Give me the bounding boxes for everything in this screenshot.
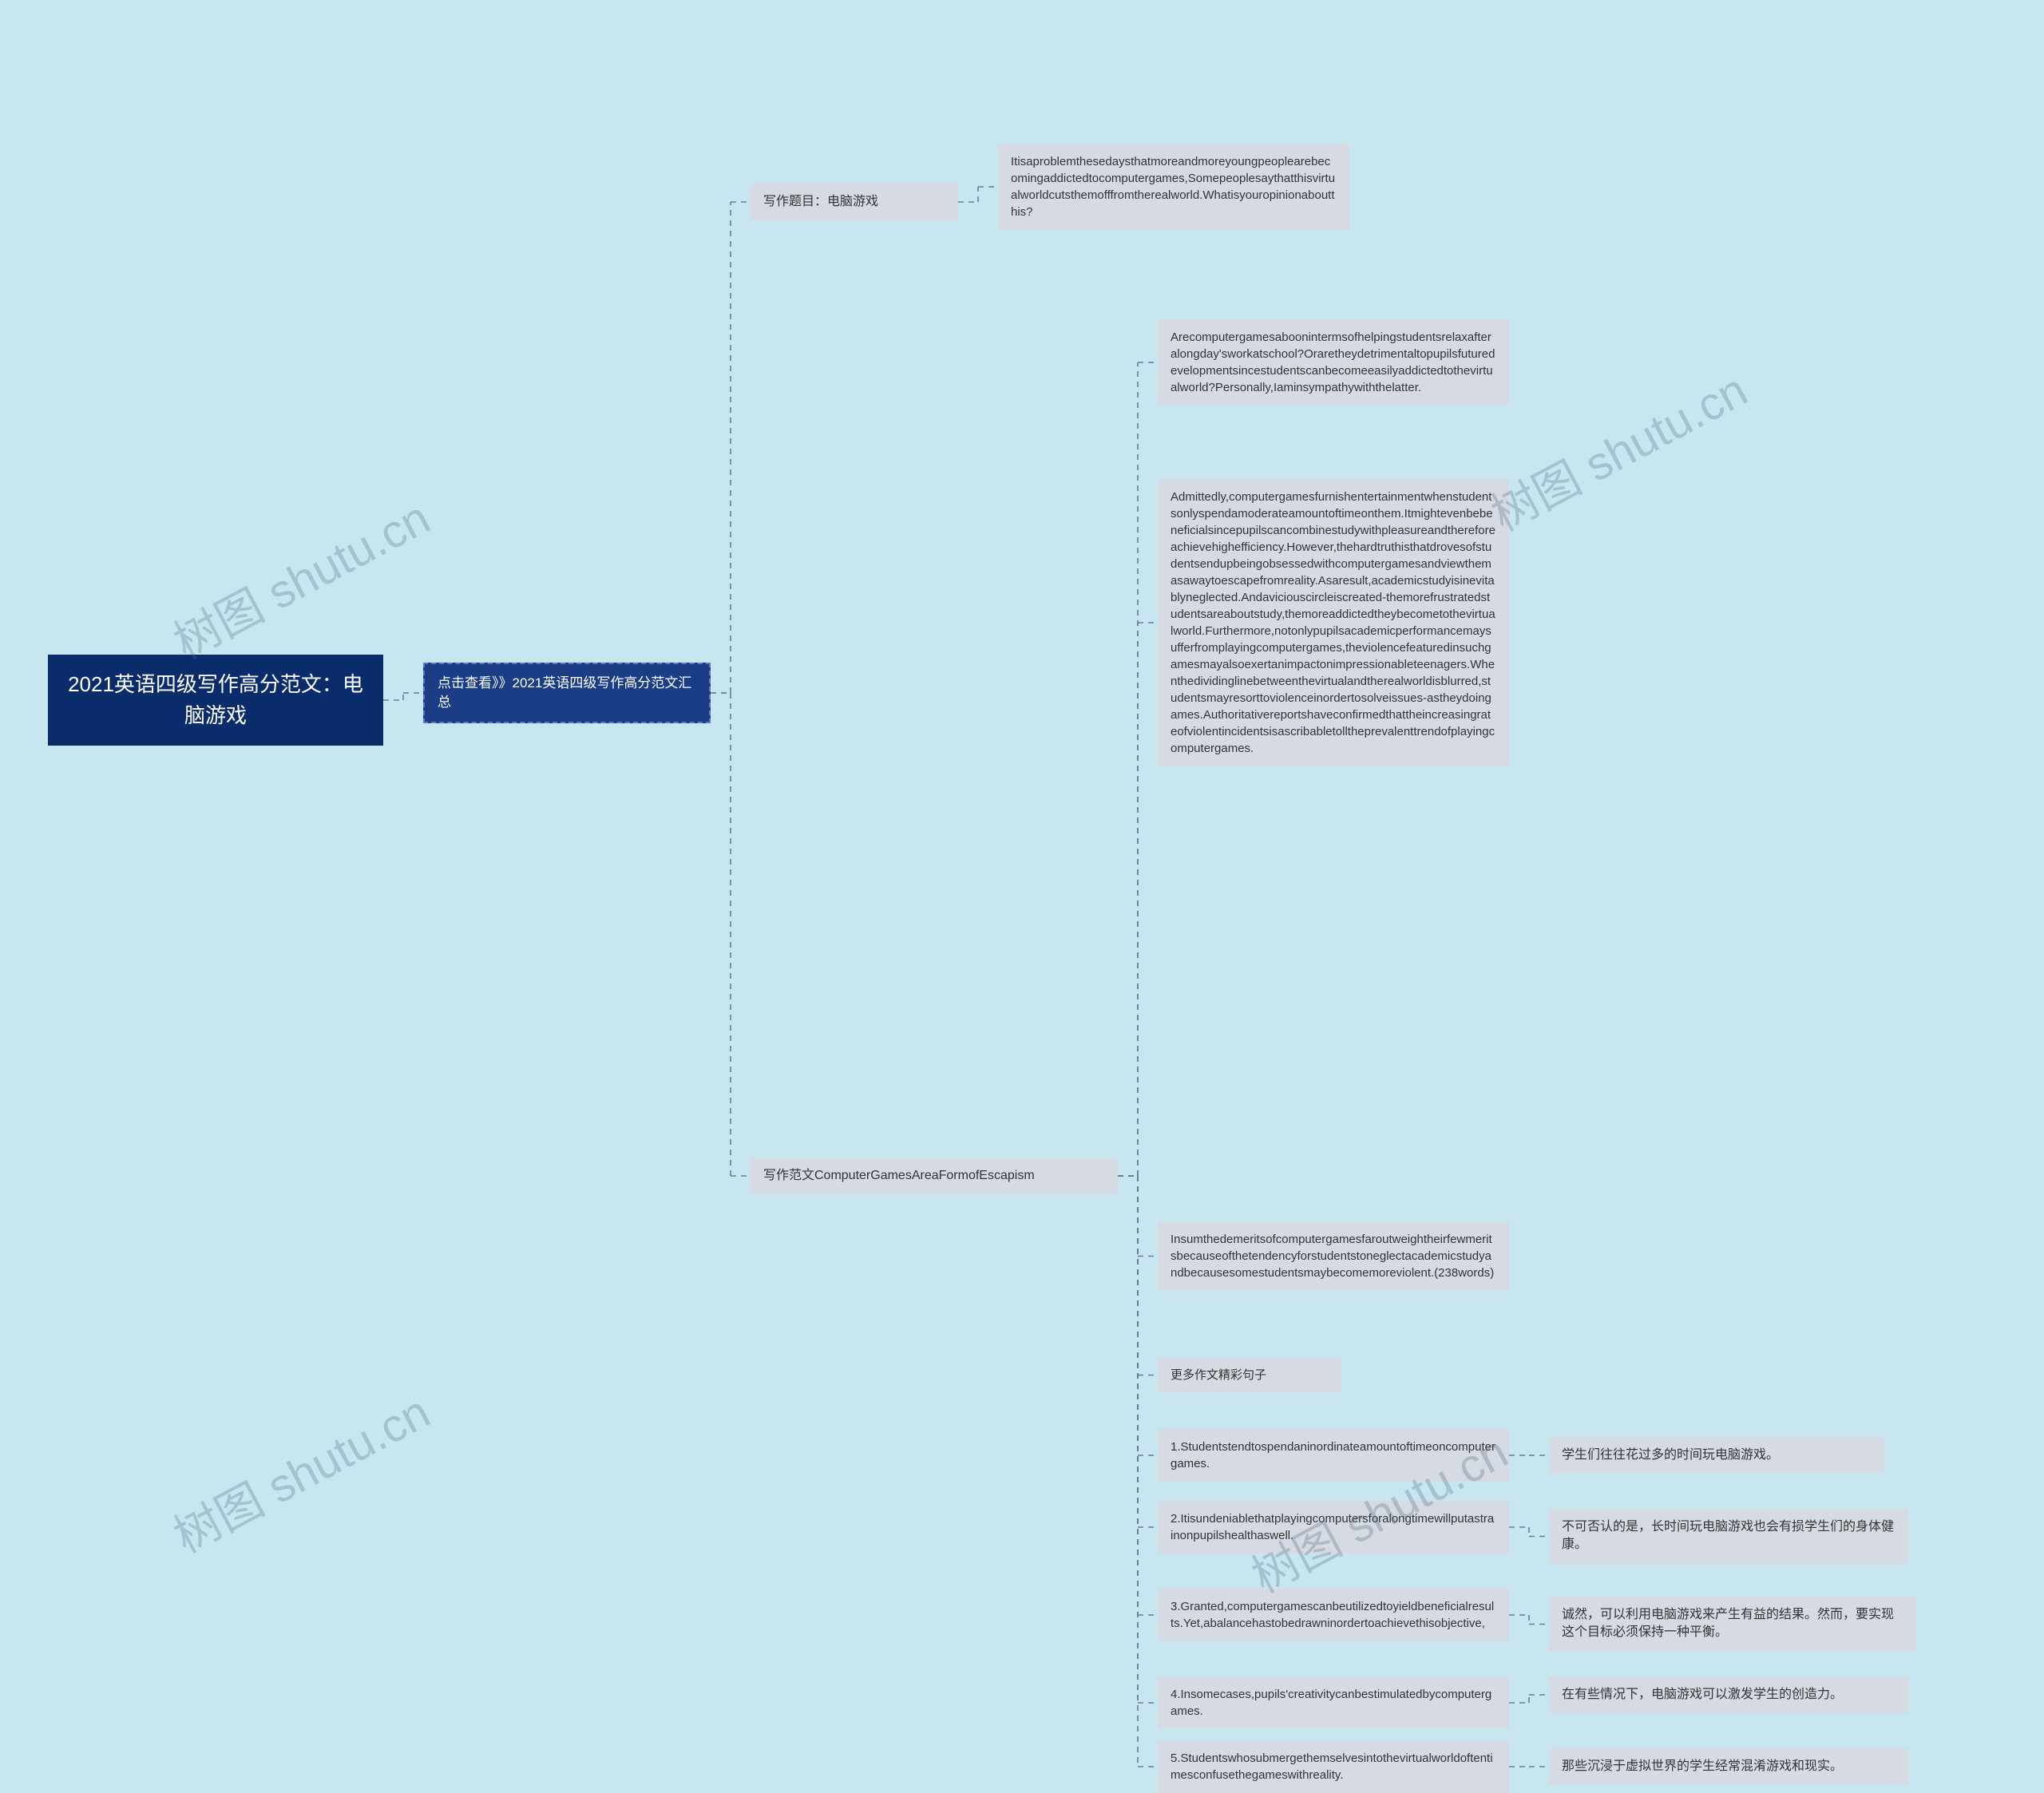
more-node: 更多作文精彩句子 [1158, 1357, 1341, 1393]
more-text: 更多作文精彩句子 [1171, 1368, 1266, 1382]
topic-text: 写作题目：电脑游戏 [763, 195, 878, 208]
s1-text: 1.Studentstendtospendaninordinateamounto… [1171, 1440, 1495, 1470]
topic-node[interactable]: 写作题目：电脑游戏 [751, 184, 958, 220]
para3-text: Insumthedemeritsofcomputergamesfaroutwei… [1171, 1233, 1494, 1280]
watermark: 树图 shutu.cn [1478, 353, 1757, 544]
watermark: 树图 shutu.cn [160, 1375, 440, 1565]
s2-node: 2.Itisundeniablethatplayingcomputersfora… [1158, 1501, 1509, 1554]
s1-node: 1.Studentstendtospendaninordinateamounto… [1158, 1429, 1509, 1482]
s1cn-node: 学生们往往花过多的时间玩电脑游戏。 [1549, 1437, 1884, 1474]
para1-node: Arecomputergamesaboonintermsofhelpingstu… [1158, 319, 1509, 406]
s1cn-text: 学生们往往花过多的时间玩电脑游戏。 [1562, 1448, 1779, 1462]
topic-desc-node: Itisaproblemthesedaysthatmoreandmoreyoun… [998, 144, 1349, 230]
s2-text: 2.Itisundeniablethatplayingcomputersfora… [1171, 1512, 1494, 1542]
s3-text: 3.Granted,computergamescanbeutilizedtoyi… [1171, 1600, 1494, 1630]
para2-node: Admittedly,computergamesfurnishentertain… [1158, 479, 1509, 766]
s4cn-text: 在有些情况下，电脑游戏可以激发学生的创造力。 [1562, 1688, 1843, 1701]
topic-desc-text: Itisaproblemthesedaysthatmoreandmoreyoun… [1011, 155, 1335, 219]
s2cn-text: 不可否认的是，长时间玩电脑游戏也会有损学生们的身体健康。 [1562, 1520, 1894, 1551]
s4-text: 4.Insomecases,pupils'creativitycanbestim… [1171, 1688, 1491, 1718]
s4-node: 4.Insomecases,pupils'creativitycanbestim… [1158, 1676, 1509, 1729]
s3cn-text: 诚然，可以利用电脑游戏来产生有益的结果。然而，要实现这个目标必须保持一种平衡。 [1562, 1608, 1894, 1639]
s3cn-node: 诚然，可以利用电脑游戏来产生有益的结果。然而，要实现这个目标必须保持一种平衡。 [1549, 1597, 1916, 1652]
para3-node: Insumthedemeritsofcomputergamesfaroutwei… [1158, 1221, 1509, 1291]
s3-node: 3.Granted,computergamescanbeutilizedtoyi… [1158, 1589, 1509, 1641]
s5-node: 5.Studentswhosubmergethemselvesintothevi… [1158, 1740, 1509, 1793]
s5cn-text: 那些沉浸于虚拟世界的学生经常混淆游戏和现实。 [1562, 1759, 1843, 1773]
essay-text: 写作范文ComputerGamesAreaFormofEscapism [763, 1169, 1035, 1182]
para1-text: Arecomputergamesaboonintermsofhelpingstu… [1171, 330, 1495, 394]
s2cn-node: 不可否认的是，长时间玩电脑游戏也会有损学生们的身体健康。 [1549, 1509, 1908, 1564]
level1-text: 点击查看》》2021英语四级写作高分范文汇总 [438, 675, 691, 710]
s5-text: 5.Studentswhosubmergethemselvesintothevi… [1171, 1751, 1493, 1782]
para2-text: Admittedly,computergamesfurnishentertain… [1171, 490, 1495, 755]
level1-node[interactable]: 点击查看》》2021英语四级写作高分范文汇总 [423, 663, 711, 723]
s4cn-node: 在有些情况下，电脑游戏可以激发学生的创造力。 [1549, 1676, 1908, 1713]
root-node[interactable]: 2021英语四级写作高分范文：电脑游戏 [48, 655, 383, 746]
s5cn-node: 那些沉浸于虚拟世界的学生经常混淆游戏和现实。 [1549, 1748, 1908, 1785]
root-text: 2021英语四级写作高分范文：电脑游戏 [68, 672, 363, 727]
essay-node[interactable]: 写作范文ComputerGamesAreaFormofEscapism [751, 1158, 1118, 1194]
watermark: 树图 shutu.cn [160, 481, 440, 671]
